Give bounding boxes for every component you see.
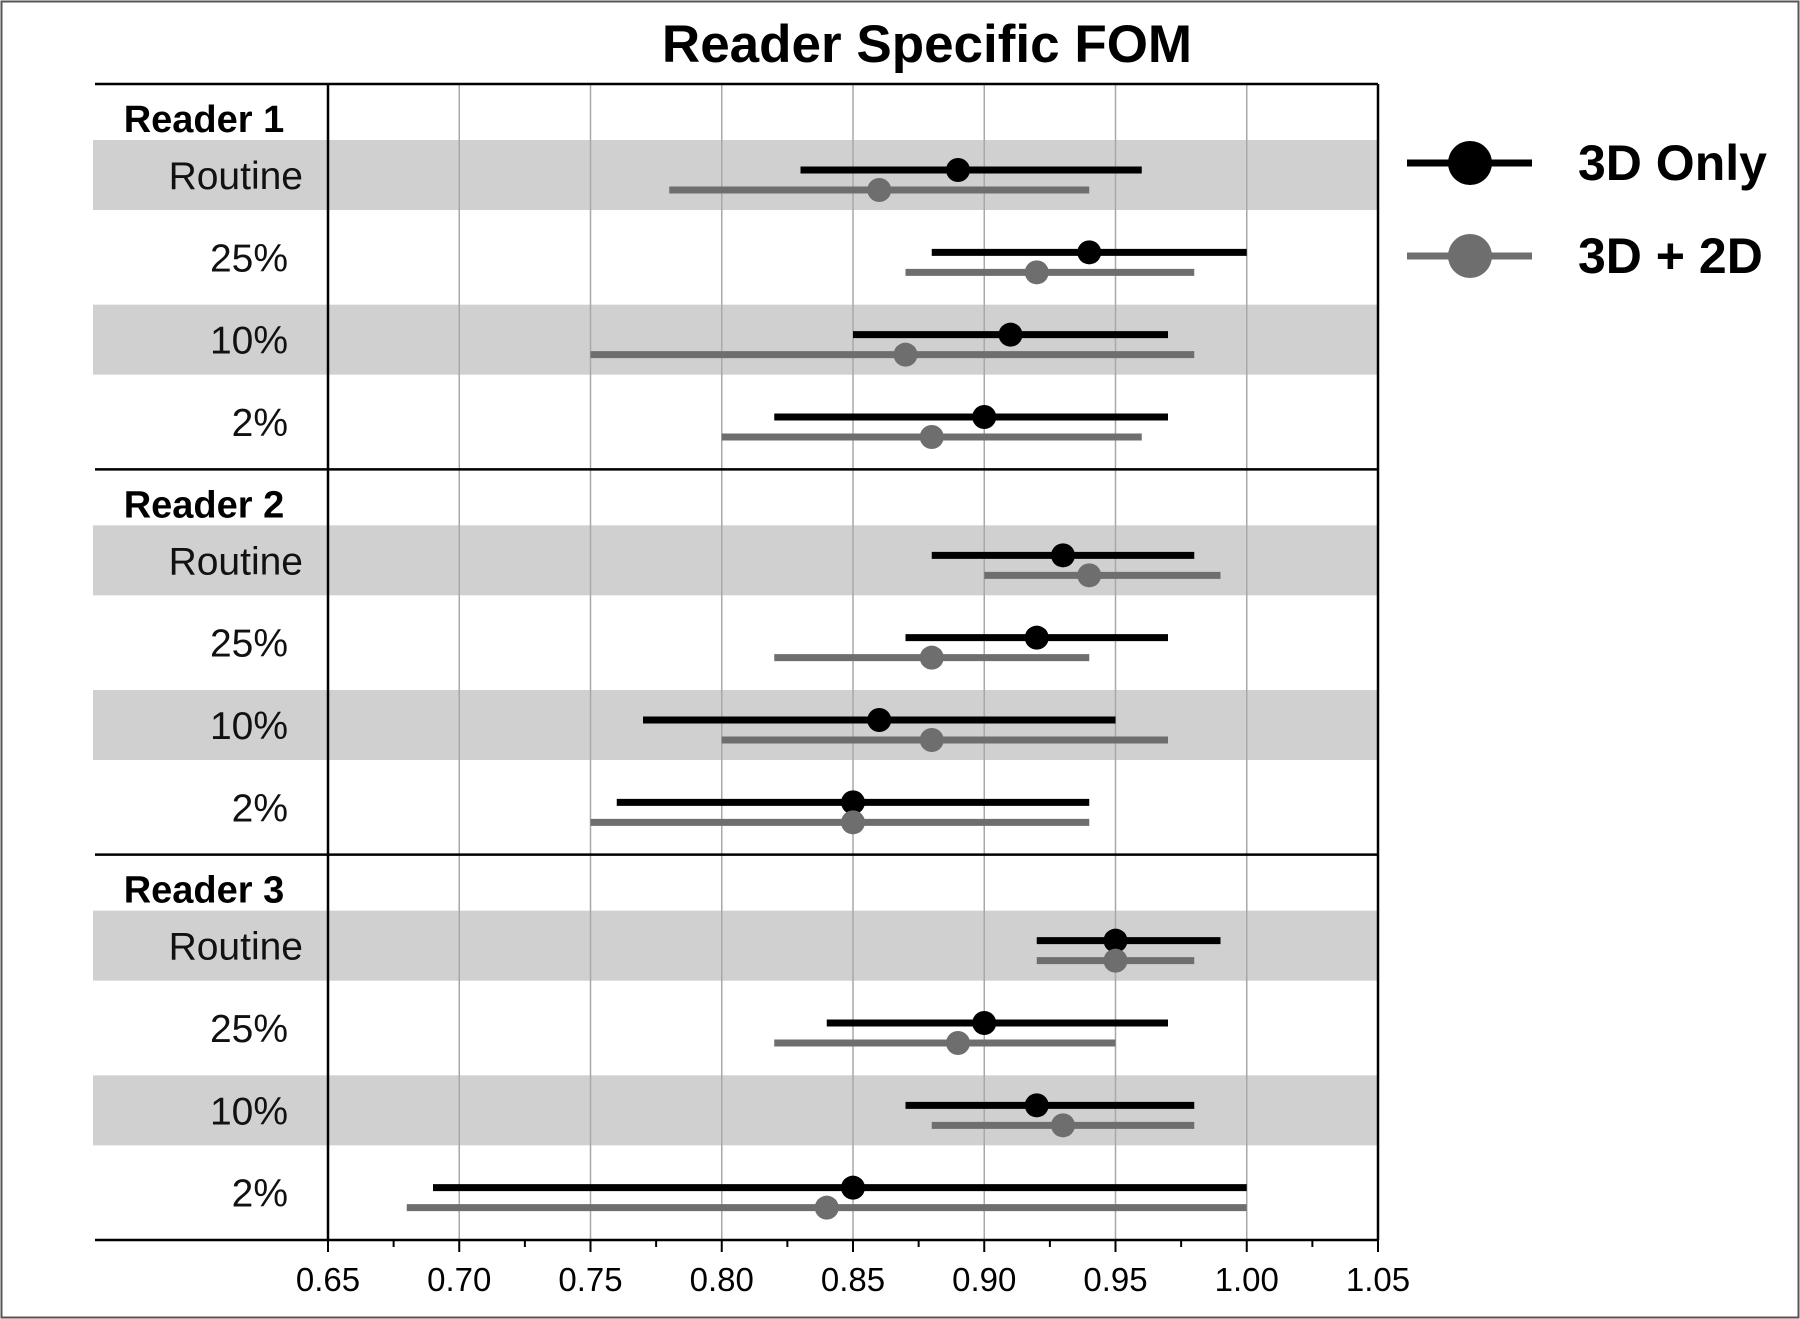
point-estimate <box>946 1031 970 1055</box>
point-estimate <box>893 342 918 367</box>
row-shading-band <box>93 525 1378 596</box>
reader-label: Reader 3 <box>124 870 285 912</box>
point-estimate <box>919 728 944 752</box>
point-estimate <box>972 1011 997 1035</box>
point-estimate <box>1051 1113 1075 1138</box>
point-estimate <box>1077 563 1102 588</box>
point-estimate <box>841 790 865 815</box>
row-label: 25% <box>210 1008 288 1051</box>
point-estimate <box>972 405 997 429</box>
row-label: 10% <box>210 705 288 748</box>
row-shading-band <box>93 304 1378 375</box>
point-estimate <box>1051 543 1075 568</box>
row-label: 2% <box>232 1173 288 1216</box>
point-estimate <box>1103 948 1128 973</box>
point-estimate <box>919 425 944 449</box>
point-estimate <box>1024 1093 1049 1118</box>
legend-label: 3D Only <box>1578 135 1767 191</box>
point-estimate <box>1024 625 1049 650</box>
row-shading-band <box>93 140 1378 210</box>
point-estimate <box>867 708 892 732</box>
row-label: 2% <box>232 402 288 445</box>
point-estimate <box>814 1195 839 1220</box>
legend-label: 3D + 2D <box>1578 228 1763 284</box>
point-estimate <box>867 178 892 202</box>
reader-label: Reader 2 <box>124 484 285 526</box>
x-tick-label: 0.85 <box>821 1261 885 1298</box>
point-estimate <box>1077 240 1102 265</box>
x-tick-label: 1.05 <box>1346 1261 1410 1298</box>
point-estimate <box>946 158 970 182</box>
row-shading-band <box>93 1075 1378 1146</box>
row-label: Routine <box>169 540 303 583</box>
row-label: 10% <box>210 320 288 363</box>
legend-marker <box>1448 234 1492 278</box>
row-label: 10% <box>210 1090 288 1133</box>
legend-marker <box>1448 141 1492 185</box>
reader-label: Reader 1 <box>124 99 285 141</box>
x-tick-label: 1.00 <box>1215 1261 1279 1298</box>
point-estimate <box>841 810 865 835</box>
point-estimate <box>998 322 1023 347</box>
x-tick-label: 0.95 <box>1083 1261 1147 1298</box>
point-estimate <box>1103 928 1128 953</box>
row-shading-band <box>93 690 1378 760</box>
x-tick-label: 0.75 <box>558 1261 622 1298</box>
row-label: Routine <box>169 155 303 198</box>
row-label: 25% <box>210 623 288 666</box>
row-label: Routine <box>169 926 303 969</box>
point-estimate <box>841 1175 865 1200</box>
x-tick-label: 0.65 <box>296 1261 360 1298</box>
point-estimate <box>919 645 944 670</box>
chart-title: Reader Specific FOM <box>662 15 1192 74</box>
x-tick-label: 0.70 <box>427 1261 491 1298</box>
x-tick-label: 0.80 <box>690 1261 754 1298</box>
point-estimate <box>1024 260 1049 285</box>
row-shading-band <box>93 910 1378 981</box>
row-label: 25% <box>210 237 288 280</box>
x-tick-label: 0.90 <box>952 1261 1016 1298</box>
row-label: 2% <box>232 787 288 830</box>
